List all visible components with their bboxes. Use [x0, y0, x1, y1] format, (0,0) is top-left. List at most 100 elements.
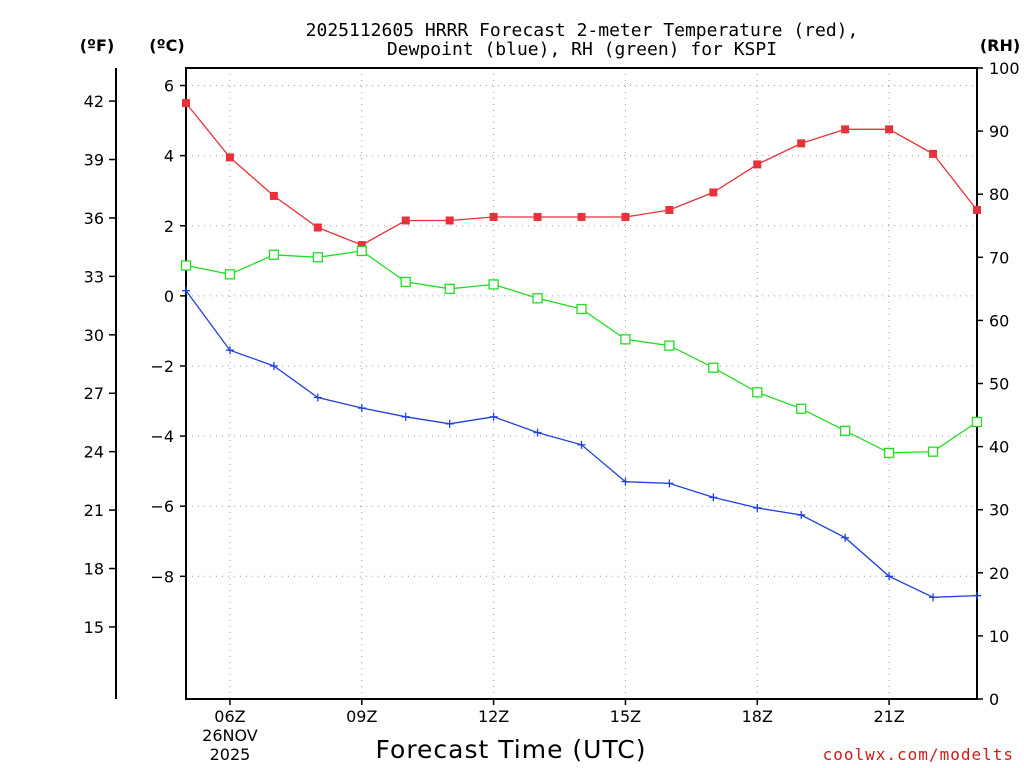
fahrenheit-tick-label: 33 [84, 267, 104, 286]
dewpoint-point [973, 591, 981, 600]
temperature-point [841, 125, 850, 134]
data-series [180, 99, 983, 602]
rh-point [488, 279, 499, 290]
fahrenheit-tick-label: 18 [84, 560, 104, 579]
fahrenheit-unit-label: (ºF) [80, 36, 115, 55]
dewpoint-point [709, 493, 718, 502]
temperature-point [445, 216, 454, 225]
x-tick-label: 15Z [610, 707, 641, 726]
celsius-tick-label: 2 [164, 217, 174, 236]
fahrenheit-tick-label: 21 [84, 501, 104, 520]
dewpoint-point [489, 412, 498, 421]
rh-line [185, 250, 978, 454]
temperature-point [885, 125, 894, 134]
rh-point [356, 245, 367, 257]
dewpoint-point [841, 533, 850, 542]
dewpoint-point [445, 419, 454, 428]
rh-point [576, 303, 587, 315]
rh-point [224, 269, 236, 280]
rh-unit-label: (RH) [980, 36, 1020, 55]
rh-tick-label: 40 [989, 438, 1009, 457]
celsius-tick-label: −4 [150, 427, 174, 446]
celsius-tick-label: −6 [150, 497, 174, 516]
dewpoint-point [885, 572, 894, 581]
dewpoint-point [225, 346, 234, 355]
temperature-point [753, 160, 762, 169]
temperature-line [185, 102, 978, 246]
rh-tick-label: 30 [989, 501, 1009, 520]
rh-point [400, 276, 411, 288]
dewpoint-point [313, 393, 322, 402]
rh-point [444, 283, 455, 295]
dewpoint-point [533, 428, 542, 437]
rh-point [268, 249, 280, 260]
x-tick-label: 09Z [346, 707, 377, 726]
rh-point [620, 334, 631, 345]
rh-tick-label: 100 [989, 59, 1020, 78]
x-axis-title: Forecast Time (UTC) [376, 735, 647, 764]
dewpoint-point [665, 479, 674, 488]
temperature-point [357, 241, 366, 250]
grid-lines [186, 68, 977, 699]
fahrenheit-tick-label: 30 [84, 326, 104, 345]
celsius-tick-label: 6 [164, 77, 174, 96]
celsius-tick-label: −8 [150, 567, 174, 586]
credit-link[interactable]: coolwx.com/modelts [823, 745, 1014, 764]
rh-point [752, 387, 763, 398]
fahrenheit-tick-label: 24 [84, 443, 104, 462]
x-tick-label: 06Z [214, 707, 245, 726]
x-tick-label: 21Z [873, 707, 904, 726]
temperature-point [621, 212, 630, 221]
x-tick-label: 12Z [478, 707, 509, 726]
temperature-point [577, 212, 586, 221]
dewpoint-point [577, 440, 586, 449]
celsius-tick-label: 4 [164, 147, 174, 166]
celsius-tick-label: 0 [164, 287, 174, 306]
rh-point [664, 340, 675, 351]
dewpoint-point [357, 404, 366, 413]
rh-point [883, 447, 895, 459]
rh-tick-label: 20 [989, 564, 1009, 583]
temperature-point [533, 212, 542, 221]
rh-tick-label: 60 [989, 311, 1009, 330]
celsius-tick-label: −2 [150, 357, 174, 376]
fahrenheit-tick-label: 27 [84, 384, 104, 403]
rh-tick-label: 90 [989, 122, 1009, 141]
dewpoint-point [401, 412, 410, 421]
rh-point [971, 416, 983, 428]
fahrenheit-tick-label: 39 [84, 151, 104, 170]
x-tick-label: 18Z [742, 707, 773, 726]
rh-point [708, 362, 719, 373]
temperature-point [225, 153, 234, 162]
rh-point [927, 446, 939, 457]
rh-point [180, 260, 192, 271]
x-tick-year-label: 2025 [210, 745, 251, 764]
rh-tick-label: 0 [989, 690, 999, 709]
temperature-point [797, 139, 806, 148]
temperature-point [401, 216, 410, 225]
rh-point [312, 252, 323, 263]
temperature-point [929, 149, 938, 158]
fahrenheit-tick-label: 42 [84, 92, 104, 111]
dewpoint-point [929, 593, 938, 602]
temperature-point [313, 223, 322, 232]
dewpoint-point [797, 510, 806, 519]
dewpoint-point [182, 286, 190, 295]
axes-ticks: 6420−2−4−6−84239363330272421181510090807… [84, 59, 1020, 709]
rh-tick-label: 10 [989, 627, 1009, 646]
temperature-point [665, 205, 674, 214]
dewpoint-point [621, 477, 630, 486]
temperature-point [269, 191, 278, 200]
rh-tick-label: 70 [989, 248, 1009, 267]
rh-tick-label: 50 [989, 375, 1009, 394]
temperature-point [709, 188, 718, 197]
chart-title-line1: 2025112605 HRRR Forecast 2-meter Tempera… [306, 20, 859, 41]
temperature-point [489, 212, 498, 221]
plot-frame [185, 67, 978, 700]
chart-title-line2: Dewpoint (blue), RH (green) for KSPI [387, 39, 777, 60]
rh-point [796, 403, 807, 414]
rh-tick-label: 80 [989, 185, 1009, 204]
fahrenheit-tick-label: 15 [84, 618, 104, 637]
